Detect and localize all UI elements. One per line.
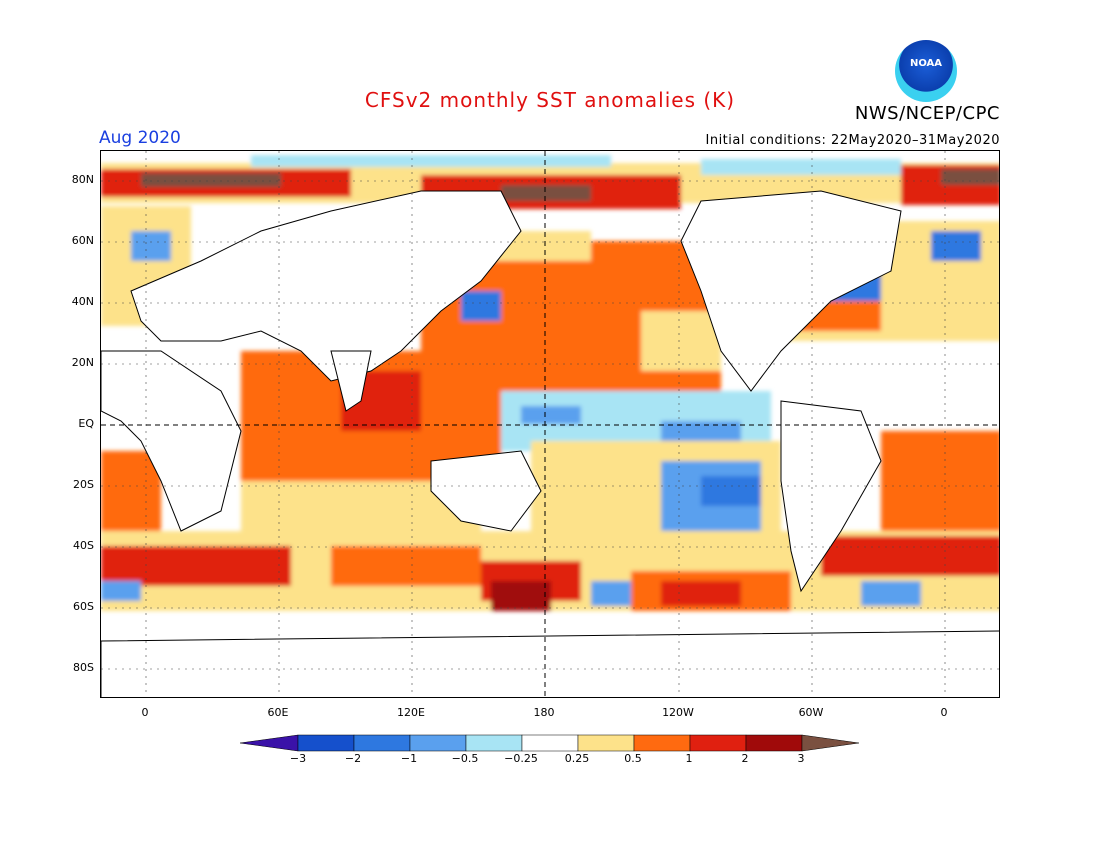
lat-label: 80N [71,173,94,186]
lat-label: 40N [71,295,94,308]
colorbar-tick: −1 [400,752,418,765]
colorbar-tick: 3 [797,752,805,765]
colorbar-tick: 1 [685,752,693,765]
lon-label: 0 [940,706,948,719]
colorbar-segment [577,734,635,752]
lon-label: 60E [267,706,289,719]
colorbar [239,734,860,756]
colorbar-segment [689,734,747,752]
lat-label: 80S [73,661,94,674]
organization-label: NWS/NCEP/CPC [854,103,1000,124]
initial-conditions: Initial conditions: 22May2020–31May2020 [705,133,1000,148]
colorbar-tick: 2 [741,752,749,765]
chart-title: CFSv2 monthly SST anomalies (K) [364,88,736,112]
colorbar-segment [297,734,355,752]
lon-label: 120W [662,706,694,719]
colorbar-segment [521,734,579,752]
noaa-logo-icon: NOAA [895,40,957,102]
lat-label: 60N [71,234,94,247]
colorbar-segment [353,734,411,752]
grid [101,151,999,697]
colorbar-tick: −0.5 [451,752,479,765]
logo-text: NOAA [909,58,943,69]
colorbar-segment [465,734,523,752]
reference-lines [101,151,999,697]
colorbar-tick: 0.5 [624,752,642,765]
lat-label: 20S [73,478,94,491]
forecast-month: Aug 2020 [99,128,181,148]
colorbar-svg [239,734,860,752]
lon-label: 120E [397,706,425,719]
sst-map-svg [101,151,999,697]
lon-label: 0 [141,706,149,719]
lat-label: 40S [73,539,94,552]
land [101,190,999,697]
colorbar-tick: −0.25 [504,752,538,765]
colorbar-segment [633,734,691,752]
colorbar-arrow-low [239,734,299,752]
lat-label: EQ [78,417,94,430]
lon-label: 180 [533,706,555,719]
lat-label: 20N [71,356,94,369]
colorbar-tick: 0.25 [564,752,590,765]
colorbar-arrow-high [801,734,860,752]
colorbar-segment [745,734,803,752]
colorbar-tick: −2 [344,752,362,765]
colorbar-segment [409,734,467,752]
colorbar-tick: −3 [289,752,307,765]
lon-label: 60W [798,706,824,719]
sst-map [100,150,1000,698]
lat-label: 60S [73,600,94,613]
